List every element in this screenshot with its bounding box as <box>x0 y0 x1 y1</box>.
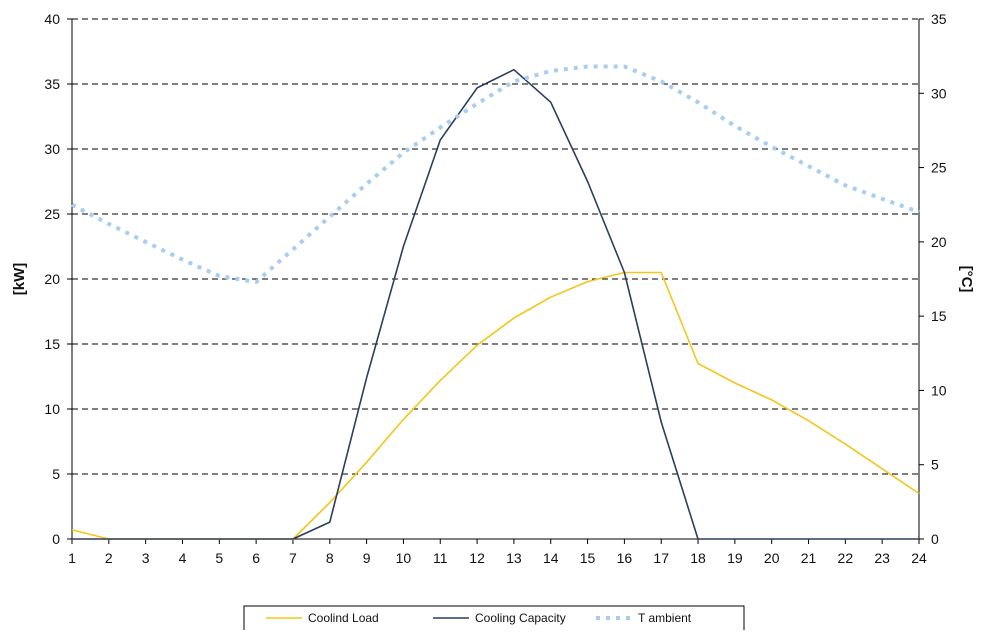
y-left-tick-label: 5 <box>52 466 60 482</box>
series-lines <box>71 64 920 540</box>
y-left-tick-label: 15 <box>44 336 60 352</box>
x-tick-label: 13 <box>506 550 522 566</box>
y-right-tick-label: 25 <box>931 160 947 176</box>
y-left-tick-label: 20 <box>44 271 60 287</box>
x-tick-label: 20 <box>764 550 780 566</box>
x-tick-label: 22 <box>838 550 854 566</box>
x-tick-label: 9 <box>363 550 371 566</box>
legend-label-1: Coolind Load <box>308 611 379 625</box>
y-right-tick-label: 35 <box>931 11 947 27</box>
x-tick-label: 15 <box>580 550 596 566</box>
x-tick-label: 24 <box>911 550 927 566</box>
x-tick-label: 18 <box>690 550 706 566</box>
y-right-tick-label: 30 <box>931 85 947 101</box>
series-line-2 <box>72 68 919 540</box>
y-left-tick-label: 30 <box>44 141 60 157</box>
y-left-tick-label: 40 <box>44 11 60 27</box>
y-axis-left-title: [kW] <box>11 263 28 296</box>
x-tick-label: 2 <box>105 550 113 566</box>
x-tick-label: 1 <box>68 550 76 566</box>
y-right-tick-label: 0 <box>931 531 939 547</box>
legend-label-3: T ambient <box>638 611 692 625</box>
gridlines <box>72 18 919 475</box>
y-right-tick-label: 5 <box>931 457 939 473</box>
x-tick-label: 10 <box>396 550 412 566</box>
legend: Coolind Load Cooling Capacity T ambient <box>243 605 745 635</box>
x-tick-label: 4 <box>179 550 187 566</box>
x-tick-label: 16 <box>617 550 633 566</box>
x-tick-label: 3 <box>142 550 150 566</box>
x-tick-label: 12 <box>469 550 485 566</box>
y-right-tick-label: 20 <box>931 234 947 250</box>
x-tick-label: 5 <box>215 550 223 566</box>
x-tick-label: 21 <box>801 550 817 566</box>
x-tick-label: 6 <box>252 550 260 566</box>
x-tick-label: 19 <box>727 550 743 566</box>
y-left-tick-label: 25 <box>44 206 60 222</box>
y-left-tick-label: 10 <box>44 401 60 417</box>
legend-label-2: Cooling Capacity <box>475 611 566 625</box>
y-left-tick-label: 35 <box>44 76 60 92</box>
tick-labels: 1 2 3 4 5 6 7 8 9 10 11 12 13 14 15 16 17 18 19 20 21 22 23 240… <box>44 11 946 566</box>
y-right-tick-label: 15 <box>931 308 947 324</box>
x-tick-label: 14 <box>543 550 559 566</box>
y-left-tick-label: 0 <box>52 531 60 547</box>
x-tick-label: 7 <box>289 550 297 566</box>
x-tick-label: 8 <box>326 550 334 566</box>
y-right-tick-label: 10 <box>931 382 947 398</box>
y-axis-right-title: [°C] <box>958 266 975 293</box>
series-line-3 <box>71 64 920 284</box>
series-line-1 <box>71 271 920 540</box>
axes <box>67 18 924 544</box>
x-tick-label: 23 <box>874 550 890 566</box>
x-tick-label: 11 <box>433 550 448 566</box>
x-tick-label: 17 <box>653 550 669 566</box>
